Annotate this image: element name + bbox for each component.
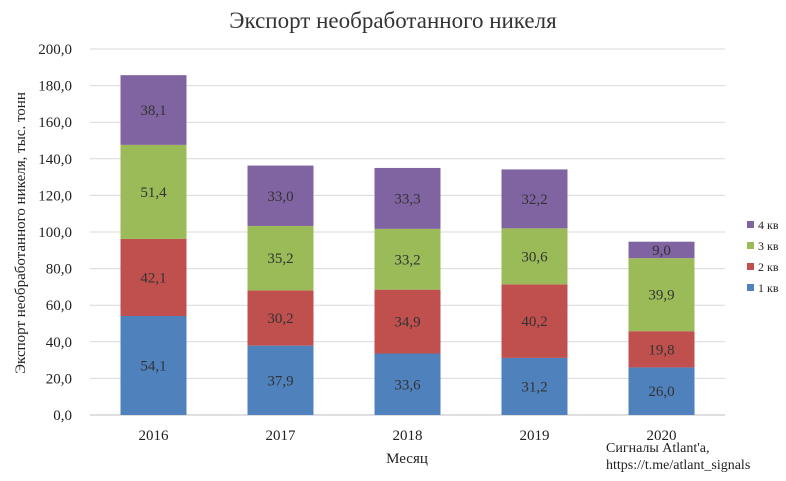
bar-segment [247, 290, 314, 346]
legend-swatch [747, 284, 754, 291]
bar-segment [628, 367, 695, 415]
bar-segment [247, 225, 314, 291]
x-tick-label: 2020 [647, 428, 677, 444]
legend-swatch [747, 263, 754, 270]
data-label: 38,1 [140, 103, 166, 119]
bar-segment [501, 284, 568, 358]
data-label: 26,0 [648, 384, 674, 400]
data-label: 31,2 [521, 379, 547, 395]
x-tick-label: 2016 [139, 428, 170, 444]
data-label: 35,2 [267, 251, 293, 267]
y-tick-label: 100,0 [38, 225, 72, 241]
legend: 4 кв 3 кв 2 кв 1 кв [747, 218, 779, 295]
y-tick-label: 200,0 [38, 42, 72, 58]
x-tick-label: 2019 [520, 428, 550, 444]
x-tick-label: 2018 [393, 428, 423, 444]
bar-segment [374, 289, 441, 354]
data-label: 51,4 [140, 185, 167, 201]
bar-segment [247, 165, 314, 226]
bar-segment [374, 228, 441, 290]
legend-swatch [747, 221, 754, 228]
y-tick-label: 80,0 [46, 262, 72, 278]
data-label: 9,0 [652, 243, 671, 259]
bar-segment [120, 144, 187, 239]
bar-segment [120, 315, 187, 415]
y-axis-label: Экспорт необработанного никеля, тыс. тон… [13, 92, 29, 374]
data-label: 34,9 [394, 315, 420, 331]
bar-segment [501, 357, 568, 415]
y-tick-label: 140,0 [38, 152, 72, 168]
legend-swatch [747, 242, 754, 249]
data-label: 40,2 [521, 314, 547, 330]
data-label: 37,9 [267, 373, 293, 389]
data-label: 33,3 [394, 191, 420, 207]
bar-segment [120, 75, 187, 145]
y-tick-labels: 0,0 20,0 40,0 60,0 80,0 100,0 120,0 140,0 160,0 1… [38, 42, 72, 424]
y-tick-label: 160,0 [38, 115, 72, 131]
y-tick-label: 0,0 [53, 408, 72, 424]
data-label: 32,2 [521, 192, 547, 208]
legend-label: 1 кв [758, 281, 779, 295]
data-label: 39,9 [648, 288, 674, 304]
data-label: 33,2 [394, 252, 420, 268]
bar-segment [628, 331, 695, 368]
watermark-line-2: https://t.me/atlant_signals [606, 458, 750, 473]
data-label: 42,1 [140, 270, 166, 286]
x-tick-labels: 2016 2017 2018 2019 2020 [139, 428, 677, 444]
x-tick-label: 2017 [266, 428, 297, 444]
data-label: 33,0 [267, 189, 293, 205]
bar-segment [374, 167, 441, 229]
bar-segment [501, 169, 568, 229]
bar-segment [247, 345, 314, 415]
bar-segment [120, 238, 187, 316]
chart-title: Экспорт необработанного никеля [229, 8, 557, 33]
bars: 54,1 42,1 51,4 38,1 37,9 30,2 35,2 33,0 33,6 34,9… [120, 75, 695, 415]
data-label: 30,6 [521, 249, 548, 265]
y-tick-label: 40,0 [46, 335, 72, 351]
bar-segment [628, 258, 695, 332]
legend-label: 2 кв [758, 260, 779, 274]
legend-label: 4 кв [758, 218, 779, 232]
bar-segment [374, 353, 441, 415]
y-tick-label: 20,0 [46, 371, 72, 387]
x-axis-label: Месяц [386, 451, 428, 467]
data-label: 19,8 [648, 342, 674, 358]
y-tick-label: 180,0 [38, 79, 72, 95]
data-label: 54,1 [140, 358, 166, 374]
y-tick-label: 60,0 [46, 298, 72, 314]
y-tick-label: 120,0 [38, 188, 72, 204]
watermark-line-1: Сигналы Atlant'a, [606, 441, 710, 456]
data-label: 30,2 [267, 311, 293, 327]
data-label: 33,6 [394, 377, 421, 393]
legend-label: 3 кв [758, 239, 779, 253]
bar-segment [501, 228, 568, 285]
bar-segment [628, 241, 695, 259]
